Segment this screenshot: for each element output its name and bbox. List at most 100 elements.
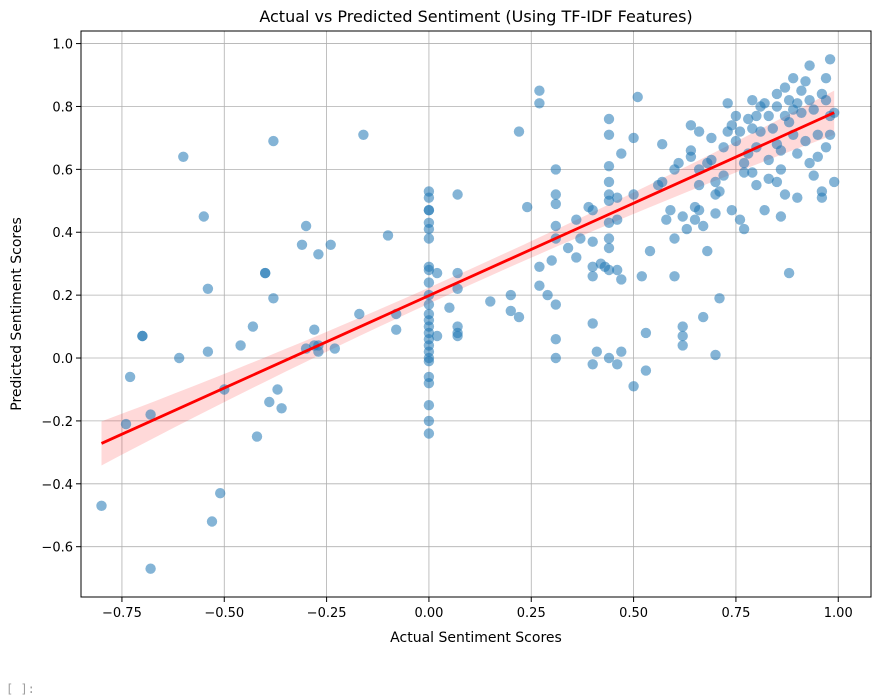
scatter-point: [632, 91, 643, 103]
scatter-point: [202, 283, 214, 294]
y-tick-label: −0.4: [41, 478, 73, 493]
scatter-point: [174, 352, 185, 364]
scatter-point: [145, 563, 156, 574]
scatter-point: [603, 176, 615, 188]
scatter-point: [771, 176, 783, 188]
scatter-point: [616, 148, 627, 159]
scatter-point: [616, 274, 627, 285]
scatter-point: [738, 167, 750, 178]
scatter-point: [714, 186, 725, 197]
scatter-point: [309, 324, 320, 335]
scatter-point: [423, 223, 435, 235]
scatter-point: [693, 205, 705, 216]
scatter-point: [640, 365, 652, 376]
scatter-point: [354, 308, 365, 320]
scatter-point: [759, 205, 770, 216]
scatter-point: [603, 352, 615, 364]
scatter-point: [571, 252, 582, 263]
scatter-point: [513, 311, 525, 323]
scatter-point: [587, 359, 598, 370]
scatter-point: [747, 123, 758, 134]
scatter-point: [738, 157, 750, 169]
y-tick-label: −0.2: [41, 415, 73, 430]
scatter-point: [779, 189, 791, 200]
scatter-point: [587, 318, 598, 329]
scatter-point: [669, 271, 680, 282]
scatter-point: [628, 189, 639, 200]
scatter-point: [812, 129, 823, 140]
scatter-point: [804, 157, 815, 169]
scatter-point: [706, 154, 717, 166]
scatter-point: [522, 201, 533, 213]
scatter-point: [423, 233, 435, 244]
scatter-point: [587, 261, 598, 272]
scatter-point: [747, 167, 758, 178]
scatter-point: [505, 289, 516, 301]
scatter-point: [677, 330, 688, 342]
scatter-point: [603, 129, 615, 140]
scatter-point: [677, 340, 688, 351]
scatter-point: [808, 104, 819, 115]
scatter-point: [738, 223, 750, 235]
notebook-cell-prompt: [ ]:: [6, 682, 35, 696]
x-tick-label: −0.75: [102, 606, 142, 621]
scatter-point: [824, 129, 836, 140]
x-tick-label: 0.00: [414, 606, 443, 621]
scatter-point: [714, 293, 725, 304]
scatter-point: [264, 396, 275, 408]
scatter-point: [452, 330, 463, 342]
scatter-point: [779, 82, 791, 93]
scatter-point: [423, 428, 435, 439]
scatter-point: [824, 54, 836, 65]
scatter-point: [313, 249, 324, 260]
scatter-point: [268, 293, 279, 304]
scatter-point: [423, 356, 435, 367]
scatter-point: [206, 516, 218, 527]
scatter-point: [268, 135, 279, 147]
scatter-point: [423, 378, 435, 389]
y-tick-label: 0.2: [52, 289, 73, 304]
scatter-point: [710, 208, 721, 219]
scatter-point: [587, 236, 598, 247]
scatter-point: [542, 289, 553, 301]
scatter-point: [734, 214, 746, 225]
scatter-point: [730, 135, 742, 147]
scatter-point: [444, 302, 455, 313]
scatter-point: [612, 264, 623, 276]
scatter-point: [783, 267, 795, 279]
scatter-point: [247, 321, 259, 332]
scatter-point: [775, 145, 787, 156]
scatter-point: [120, 418, 132, 430]
scatter-point: [137, 330, 148, 342]
scatter-point: [751, 110, 762, 122]
scatter-point: [550, 220, 561, 232]
scatter-point: [431, 330, 443, 342]
scatter-point: [325, 239, 336, 250]
scatter-point: [550, 189, 561, 200]
scatter-point: [423, 205, 435, 216]
scatter-point: [550, 164, 561, 175]
scatter-point: [734, 126, 746, 137]
scatter-point: [710, 176, 721, 188]
scatter-point: [603, 161, 615, 172]
y-tick-label: 0.4: [52, 226, 73, 241]
scatter-point: [710, 349, 721, 361]
scatter-point: [796, 85, 807, 96]
scatter-point: [272, 384, 283, 395]
scatter-point: [775, 164, 787, 175]
scatter-point: [452, 189, 463, 200]
scatter-point: [751, 179, 762, 191]
scatter-point: [698, 220, 709, 232]
scatter-point: [550, 334, 561, 345]
scatter-point: [792, 98, 803, 109]
scatter-point: [603, 242, 615, 254]
scatter-point: [669, 233, 680, 244]
scatter-point: [685, 145, 697, 156]
scatter-point: [423, 400, 435, 411]
scatter-point: [767, 123, 778, 134]
scatter-point: [800, 135, 811, 147]
scatter-point: [796, 107, 807, 119]
scatter-point: [730, 110, 742, 122]
scatter-point: [550, 198, 561, 210]
